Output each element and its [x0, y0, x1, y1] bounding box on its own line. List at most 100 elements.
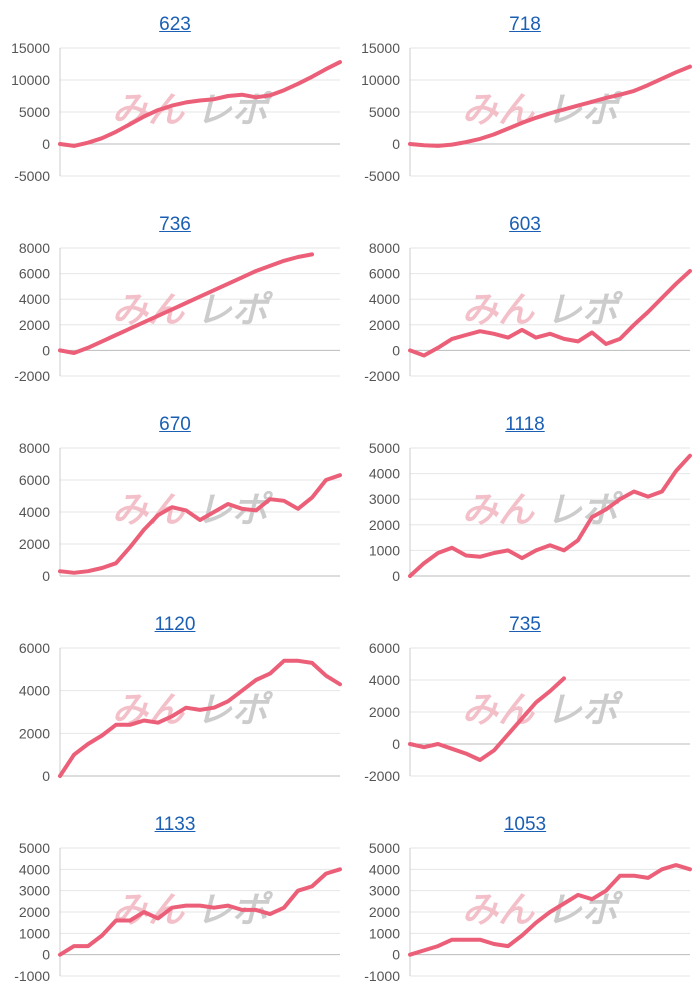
watermark-text-repo: レポ	[546, 690, 624, 731]
series-line	[58, 60, 342, 148]
y-tick-label: 3000	[369, 491, 400, 507]
y-tick-label: 10000	[361, 72, 400, 88]
watermark-text-min: みん	[462, 890, 535, 931]
y-tick-label: 15000	[11, 40, 50, 56]
watermark: みん レポ	[112, 890, 274, 931]
y-tick-label: -5000	[14, 168, 50, 184]
y-tick-label: 6000	[19, 472, 50, 488]
chart-623: 623 15000 10000 5000 0 -5000 みん レポ	[0, 0, 350, 200]
series-line	[58, 473, 342, 575]
chart-735: 735 6000 4000 2000 0 -2000 みん レポ	[350, 600, 700, 800]
watermark-text-repo: レポ	[546, 290, 624, 331]
y-tick-label: 5000	[369, 840, 400, 856]
y-tick-label: -2000	[364, 368, 400, 384]
watermark: みん レポ	[462, 290, 624, 331]
y-tick-label: 4000	[19, 683, 50, 699]
y-tick-label: 0	[392, 568, 400, 584]
chart-736: 736 8000 6000 4000 2000 0 -2000 みん レポ	[0, 200, 350, 400]
chart-title-link[interactable]: 670	[159, 414, 191, 435]
y-tick-label: -5000	[364, 168, 400, 184]
series-line	[408, 64, 692, 148]
chart-title-link[interactable]: 1133	[154, 814, 196, 835]
watermark: みん レポ	[462, 90, 624, 131]
y-tick-label: 2000	[369, 904, 400, 920]
y-tick-label: 8000	[369, 240, 400, 256]
y-tick-label: 3000	[19, 883, 50, 899]
y-tick-label: 0	[392, 342, 400, 358]
y-tick-label: 1000	[369, 925, 400, 941]
chart-1118: 1118 5000 4000 3000 2000 1000 0 みん レポ	[350, 400, 700, 600]
y-tick-label: 1000	[19, 925, 50, 941]
y-tick-label: 4000	[369, 291, 400, 307]
chart-title-link[interactable]: 718	[509, 14, 541, 35]
chart-title-link[interactable]: 1118	[505, 414, 545, 435]
y-tick-label: 0	[392, 136, 400, 152]
chart-title-link[interactable]: 1053	[503, 814, 547, 835]
y-tick-label: 6000	[19, 266, 50, 282]
y-tick-label: 0	[42, 768, 50, 784]
chart-718: 718 15000 10000 5000 0 -5000 みん レポ	[350, 0, 700, 200]
watermark-text-repo: レポ	[196, 290, 274, 331]
y-tick-label: 0	[42, 947, 50, 963]
watermark-text-min: みん	[462, 290, 535, 331]
chart-title-link[interactable]: 735	[509, 614, 541, 635]
y-tick-label: 4000	[369, 466, 400, 482]
y-tick-label: 10000	[11, 72, 50, 88]
series-line	[58, 658, 342, 778]
watermark-text-repo: レポ	[546, 490, 624, 531]
watermark-text-min: みん	[462, 690, 535, 731]
y-tick-label: 0	[42, 136, 50, 152]
line-chart: 15000 10000 5000 0 -5000 みん レポ	[361, 40, 692, 184]
y-tick-label: 6000	[19, 640, 50, 656]
series-line	[58, 252, 314, 355]
y-tick-label: 5000	[19, 840, 50, 856]
y-tick-label: -1000	[364, 968, 400, 984]
chart-title-link[interactable]: 603	[509, 214, 541, 235]
watermark-text-min: みん	[462, 490, 535, 531]
y-tick-label: 0	[42, 568, 50, 584]
y-tick-label: 5000	[369, 440, 400, 456]
y-tick-label: 15000	[361, 40, 400, 56]
y-tick-label: -2000	[364, 768, 400, 784]
chart-title-link[interactable]: 1120	[154, 614, 196, 635]
y-tick-label: 2000	[369, 317, 400, 333]
series-line	[408, 676, 566, 762]
y-tick-label: 4000	[19, 291, 50, 307]
series-line	[408, 863, 692, 957]
chart-670: 670 8000 6000 4000 2000 0 みん レポ	[0, 400, 350, 600]
watermark: みん レポ	[462, 490, 624, 531]
y-tick-label: 2000	[369, 704, 400, 720]
y-tick-label: 4000	[19, 504, 50, 520]
y-tick-label: 5000	[19, 104, 50, 120]
y-tick-label: -1000	[14, 968, 50, 984]
series-line	[408, 453, 692, 578]
y-tick-label: 2000	[19, 536, 50, 552]
line-chart: 5000 4000 3000 2000 1000 0 みん レポ	[369, 440, 692, 584]
y-tick-label: 2000	[19, 317, 50, 333]
y-tick-label: 2000	[19, 725, 50, 741]
chart-title-link[interactable]: 736	[159, 214, 191, 235]
y-tick-label: 5000	[369, 104, 400, 120]
y-tick-label: 4000	[369, 861, 400, 877]
chart-title-link[interactable]: 623	[159, 14, 191, 35]
y-tick-label: 2000	[369, 517, 400, 533]
watermark-text-repo: レポ	[196, 490, 274, 531]
chart-1120: 1120 6000 4000 2000 0 みん レポ	[0, 600, 350, 800]
y-tick-label: 3000	[369, 883, 400, 899]
y-tick-label: 0	[42, 342, 50, 358]
y-tick-label: 0	[392, 947, 400, 963]
series-line	[58, 867, 342, 957]
y-tick-label: 4000	[369, 672, 400, 688]
y-tick-label: 8000	[19, 440, 50, 456]
y-tick-label: 6000	[369, 266, 400, 282]
line-chart: 8000 6000 4000 2000 0 -2000 みん レポ	[364, 240, 692, 384]
y-tick-label: -2000	[14, 368, 50, 384]
series-line	[408, 269, 692, 358]
y-tick-label: 2000	[19, 904, 50, 920]
